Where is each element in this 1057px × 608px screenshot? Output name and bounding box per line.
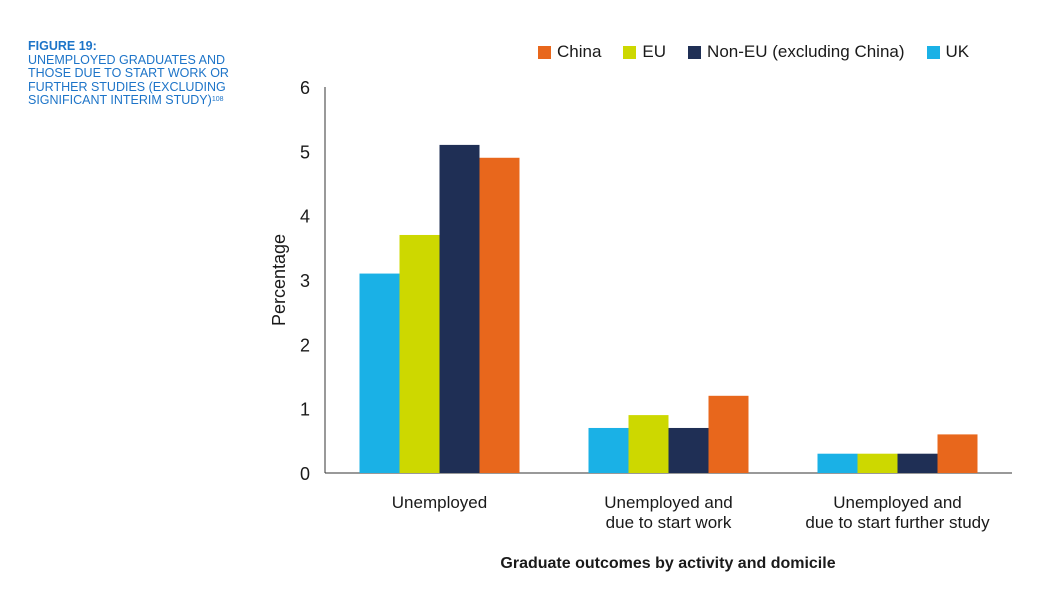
- bar: [668, 427, 709, 473]
- bar: [708, 395, 749, 473]
- bar: [359, 273, 400, 473]
- x-tick-label: Unemployed and: [604, 493, 733, 512]
- legend-item-eu: EU: [623, 42, 666, 62]
- legend-label-uk: UK: [945, 42, 970, 61]
- bar: [588, 427, 629, 473]
- y-tick-label: 5: [300, 142, 310, 162]
- x-axis-label: Graduate outcomes by activity and domici…: [500, 555, 835, 572]
- bar: [857, 453, 898, 473]
- y-tick-label: 1: [300, 400, 310, 420]
- legend-swatch-non-eu: [688, 45, 702, 59]
- figure-label: FIGURE 19:: [28, 39, 97, 53]
- bar: [479, 157, 520, 473]
- bar: [897, 453, 938, 473]
- legend-swatch-eu: [623, 45, 637, 59]
- legend-item-non-eu: Non-EU (excluding China): [688, 42, 905, 62]
- legend-label-eu: EU: [642, 42, 667, 61]
- bar: [937, 434, 978, 473]
- bar: [817, 453, 858, 473]
- legend-label-non-eu: Non-EU (excluding China): [707, 42, 905, 61]
- x-tick-label: due to start work: [606, 513, 732, 532]
- x-tick-label: due to start further study: [805, 513, 990, 532]
- bar: [439, 144, 480, 473]
- y-tick-label: 3: [300, 271, 310, 291]
- figure-caption: FIGURE 19: UNEMPLOYED GRADUATES AND THOS…: [28, 39, 243, 108]
- legend-label-china: China: [557, 42, 602, 61]
- y-tick-label: 6: [300, 78, 310, 98]
- x-tick-label: Unemployed and: [833, 493, 962, 512]
- legend-swatch-china: [538, 45, 551, 59]
- y-axis-label: Percentage: [269, 234, 289, 326]
- y-tick-label: 2: [300, 335, 310, 355]
- figure-title-text: UNEMPLOYED GRADUATES AND THOSE DUE TO ST…: [28, 52, 229, 107]
- chart-legend: China EU Non-EU (excluding China) UK: [538, 42, 969, 62]
- x-tick-label: Unemployed: [392, 493, 487, 512]
- y-tick-label: 0: [300, 464, 310, 484]
- legend-swatch-uk: [926, 45, 940, 59]
- figure-footnote-ref: 108: [211, 96, 224, 103]
- bar: [628, 415, 669, 473]
- figure-title: UNEMPLOYED GRADUATES AND THOSE DUE TO ST…: [28, 53, 229, 108]
- legend-item-uk: UK: [926, 42, 970, 62]
- legend-item-china: China: [538, 42, 601, 62]
- y-tick-label: 4: [300, 207, 310, 227]
- bar: [399, 234, 440, 473]
